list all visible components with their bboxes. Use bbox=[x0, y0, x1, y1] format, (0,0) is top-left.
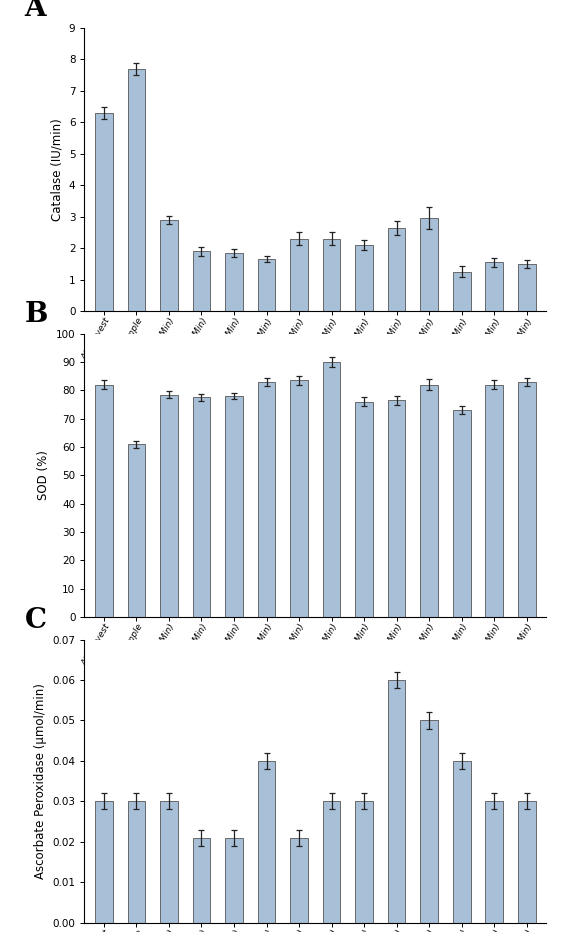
Bar bbox=[485, 802, 503, 923]
Bar bbox=[225, 838, 243, 923]
Bar bbox=[517, 264, 535, 311]
Text: A: A bbox=[24, 0, 46, 22]
Y-axis label: Catalase (IU/min): Catalase (IU/min) bbox=[50, 118, 63, 221]
Bar bbox=[387, 227, 405, 311]
Bar bbox=[517, 382, 535, 617]
Bar bbox=[323, 802, 341, 923]
Bar bbox=[290, 380, 308, 617]
Bar bbox=[193, 252, 211, 311]
Bar bbox=[420, 385, 438, 617]
Bar bbox=[160, 394, 178, 617]
Bar bbox=[160, 220, 178, 311]
Bar bbox=[420, 218, 438, 311]
Y-axis label: Ascorbate Peroxidase (μmol/min): Ascorbate Peroxidase (μmol/min) bbox=[34, 683, 47, 879]
Bar bbox=[420, 720, 438, 923]
Bar bbox=[387, 680, 405, 923]
Bar bbox=[323, 239, 341, 311]
Bar bbox=[485, 385, 503, 617]
Bar bbox=[225, 253, 243, 311]
Bar bbox=[258, 761, 275, 923]
Bar bbox=[193, 838, 211, 923]
Bar bbox=[453, 410, 471, 617]
Bar bbox=[355, 802, 373, 923]
Bar bbox=[453, 272, 471, 311]
Y-axis label: SOD (%): SOD (%) bbox=[37, 450, 50, 500]
Bar bbox=[355, 245, 373, 311]
Text: B: B bbox=[24, 301, 48, 328]
Bar bbox=[128, 69, 145, 311]
Bar bbox=[258, 259, 275, 311]
Bar bbox=[453, 761, 471, 923]
Bar bbox=[485, 262, 503, 311]
Bar bbox=[517, 802, 535, 923]
Text: C: C bbox=[24, 607, 46, 634]
Bar bbox=[258, 382, 275, 617]
Bar bbox=[128, 802, 145, 923]
Bar bbox=[95, 113, 113, 311]
Bar bbox=[193, 397, 211, 617]
Bar bbox=[323, 362, 341, 617]
Bar bbox=[160, 802, 178, 923]
Bar bbox=[355, 402, 373, 617]
Bar bbox=[95, 802, 113, 923]
Bar bbox=[128, 445, 145, 617]
Bar bbox=[95, 385, 113, 617]
Bar bbox=[290, 239, 308, 311]
Bar bbox=[290, 838, 308, 923]
Bar bbox=[387, 400, 405, 617]
Bar bbox=[225, 396, 243, 617]
